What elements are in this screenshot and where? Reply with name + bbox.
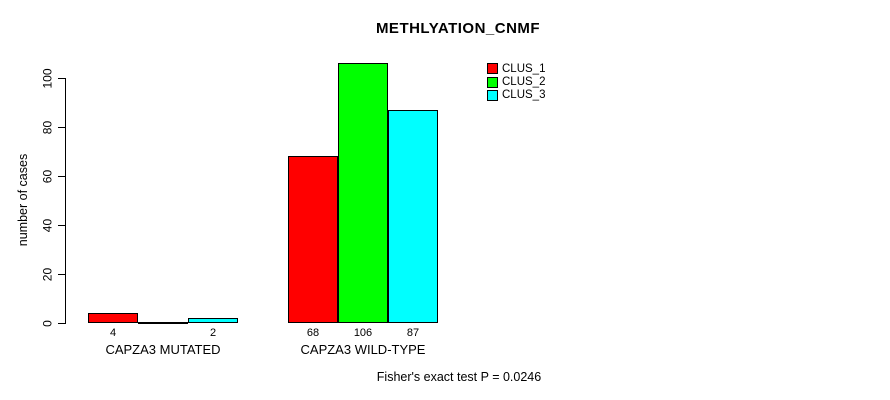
legend-row: CLUS_3 <box>487 89 545 102</box>
bar-clus-1 <box>288 156 338 323</box>
legend-row: CLUS_2 <box>487 75 545 88</box>
y-axis-tick <box>58 175 65 177</box>
bar-clus-1 <box>88 313 138 323</box>
legend-label: CLUS_3 <box>502 89 546 102</box>
bar-value-label: 106 <box>353 327 373 339</box>
chart-title: METHLYATION_CNMF <box>375 20 541 37</box>
bar-value-label: 4 <box>109 327 117 339</box>
legend-row: CLUS_1 <box>487 62 545 75</box>
legend-swatch <box>487 76 498 88</box>
y-axis-label: number of cases <box>16 153 30 247</box>
y-axis-tick <box>58 322 65 324</box>
y-axis-tick-label: 40 <box>40 218 55 232</box>
x-axis-group-label: CAPZA3 MUTATED <box>105 342 221 357</box>
bar-clus-2 <box>338 63 388 323</box>
y-axis-tick-label: 60 <box>40 169 55 183</box>
y-axis-tick <box>58 273 65 275</box>
bar-clus-3 <box>388 110 438 323</box>
x-axis-group-label: CAPZA3 WILD-TYPE <box>300 342 426 357</box>
legend: CLUS_1 CLUS_2 CLUS_3 <box>487 62 545 102</box>
y-axis-tick-label: 20 <box>40 267 55 281</box>
y-axis-tick-label: 0 <box>40 319 55 327</box>
y-axis-tick <box>58 126 65 128</box>
y-axis-tick <box>58 77 65 79</box>
fisher-test-annotation: Fisher's exact test P = 0.0246 <box>376 370 542 384</box>
bar-value-label: 2 <box>209 327 217 339</box>
legend-label: CLUS_2 <box>502 76 546 89</box>
bar-value-label: 87 <box>406 327 420 339</box>
y-axis-tick <box>58 224 65 226</box>
y-axis-line <box>65 78 66 324</box>
bar-clus-2 <box>138 322 188 324</box>
y-axis-tick-label: 80 <box>40 120 55 134</box>
legend-swatch <box>487 89 498 101</box>
bar-clus-3 <box>188 318 238 323</box>
y-axis-tick-label: 100 <box>40 67 55 89</box>
legend-swatch <box>487 63 498 75</box>
legend-label: CLUS_1 <box>502 62 546 75</box>
bar-value-label: 68 <box>306 327 320 339</box>
